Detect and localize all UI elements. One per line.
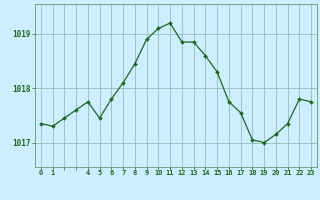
Text: Graphe pression niveau de la mer (hPa): Graphe pression niveau de la mer (hPa) [58,183,262,192]
